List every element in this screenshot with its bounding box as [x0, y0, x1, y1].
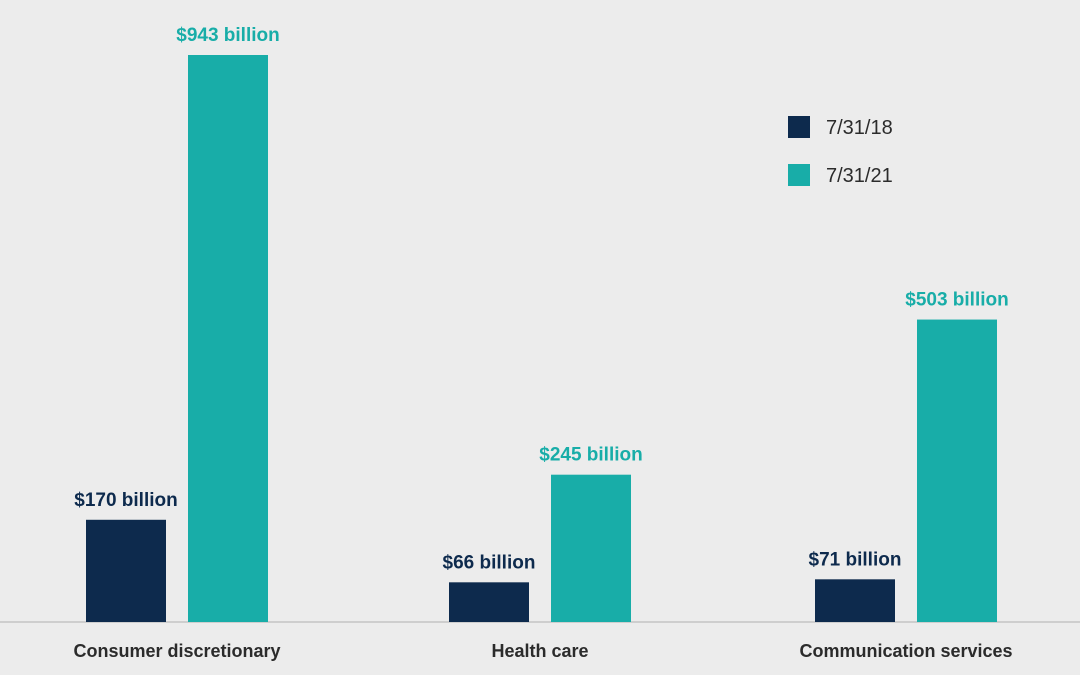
- category-labels: Consumer discretionary Health care Communi…: [73, 641, 1012, 661]
- category-label-2: Communication services: [799, 641, 1012, 661]
- bar-s1-0: [86, 519, 166, 622]
- legend: 7/31/18 7/31/21: [788, 116, 893, 187]
- data-label-s1-0: $170 billion: [74, 490, 177, 511]
- data-label-s1-2: $71 billion: [809, 549, 902, 570]
- bars-layer: $170 billion $943 billion $66 billion $245 …: [74, 25, 1009, 622]
- data-label-s2-1: $245 billion: [539, 445, 642, 466]
- bar-s1-2: [815, 579, 895, 622]
- data-label-s2-2: $503 billion: [905, 290, 1008, 311]
- bar-s2-0: [188, 55, 268, 622]
- category-label-1: Health care: [491, 641, 588, 661]
- legend-label-1: 7/31/21: [826, 165, 893, 187]
- legend-label-0: 7/31/18: [826, 117, 893, 139]
- data-label-s2-0: $943 billion: [176, 25, 279, 46]
- category-label-0: Consumer discretionary: [73, 641, 280, 661]
- bar-s2-2: [917, 319, 997, 622]
- legend-swatch-1: [788, 164, 810, 186]
- legend-swatch-0: [788, 116, 810, 138]
- data-label-s1-1: $66 billion: [443, 552, 536, 573]
- bar-s1-1: [449, 582, 529, 622]
- bar-s2-1: [551, 474, 631, 622]
